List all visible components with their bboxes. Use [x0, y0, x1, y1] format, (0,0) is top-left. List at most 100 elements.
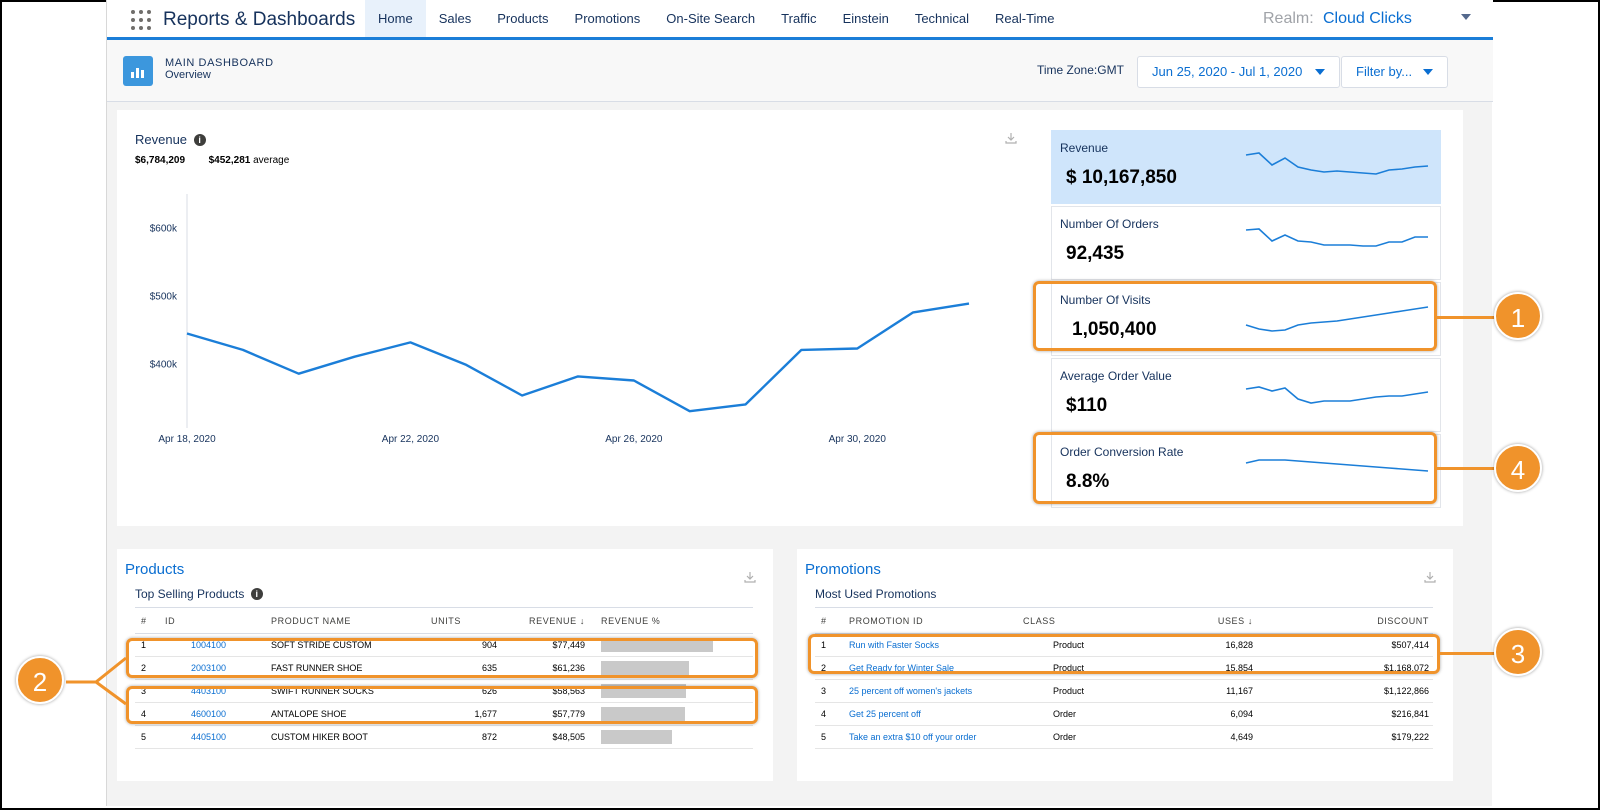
row-rank: 2: [135, 656, 165, 680]
kpi-label: Order Conversion Rate: [1060, 445, 1184, 459]
table-row[interactable]: 3 25 percent off women's jackets Product 11…: [815, 679, 1433, 703]
kpi-label: Revenue: [1060, 141, 1109, 155]
info-icon[interactable]: i: [193, 134, 206, 146]
revenue-pct-bar: [601, 638, 713, 652]
col-discount[interactable]: DISCOUNT: [1253, 607, 1433, 634]
table-row[interactable]: 4 4600100 ANTALOPE SHOE 1,677 $57,779: [135, 702, 753, 726]
col-id[interactable]: ID: [165, 607, 271, 634]
realm-selector[interactable]: Cloud Clicks: [1323, 10, 1412, 27]
kpi-card-orders[interactable]: Number Of Orders 92,435: [1051, 206, 1441, 280]
download-icon[interactable]: [744, 571, 756, 583]
promotions-title[interactable]: Promotions: [805, 561, 881, 578]
info-icon[interactable]: i: [250, 588, 263, 600]
promotion-id-link[interactable]: Get 25 percent off: [849, 702, 1023, 726]
product-id-link[interactable]: 4403100: [165, 679, 271, 703]
x-tick-label: Apr 22, 2020: [382, 434, 440, 445]
kpi-card-conversion-rate[interactable]: Order Conversion Rate 8.8%: [1051, 434, 1441, 508]
tab-home[interactable]: Home: [365, 0, 426, 37]
kpi-value: 92,435: [1066, 243, 1125, 264]
callout-leader-line: [1437, 467, 1495, 470]
col-rank[interactable]: #: [815, 607, 849, 634]
product-id-link[interactable]: 4405100: [165, 725, 271, 749]
kpi-value: 8.8%: [1066, 471, 1110, 492]
product-id-link[interactable]: 2003100: [165, 656, 271, 680]
promotion-class: Product: [1023, 633, 1153, 657]
row-rank: 1: [815, 633, 849, 657]
top-navigation: Reports & Dashboards Home Sales Products Pr…: [107, 0, 1493, 40]
kpi-card-revenue[interactable]: Revenue $ 10,167,850: [1051, 130, 1441, 204]
col-product-name[interactable]: PRODUCT NAME: [271, 607, 431, 634]
revenue-average-label: average: [253, 155, 290, 166]
callout-badge-3: 3: [1494, 628, 1542, 676]
products-table: # ID PRODUCT NAME UNITS REVENUE ↓ REVENU…: [135, 607, 753, 749]
table-row[interactable]: 2 Get Ready for Winter Sale Product 15,854 $…: [815, 656, 1433, 680]
callout-badge-2: 2: [16, 656, 64, 704]
tab-einstein[interactable]: Einstein: [842, 11, 889, 26]
product-revenue: $58,563: [501, 679, 595, 703]
promotion-id-link[interactable]: Run with Faster Socks: [849, 633, 1023, 657]
product-id-link[interactable]: 4600100: [165, 702, 271, 726]
kpi-card-visits[interactable]: Number Of Visits 1,050,400: [1051, 282, 1441, 356]
callout-leader-line: [1437, 316, 1495, 319]
col-promotion-id[interactable]: PROMOTION ID: [849, 607, 1023, 634]
revenue-title: Revenue i: [135, 132, 206, 147]
waffle-icon[interactable]: [131, 10, 151, 30]
download-icon[interactable]: [1424, 571, 1436, 583]
y-tick-label: $400k: [150, 360, 178, 371]
revenue-pct-cell: [595, 702, 753, 726]
date-range-button[interactable]: Jun 25, 2020 - Jul 1, 2020: [1137, 56, 1340, 88]
sparkline-series: [1245, 459, 1429, 472]
products-title[interactable]: Products: [125, 561, 185, 578]
table-row[interactable]: 4 Get 25 percent off Order 6,094 $216,841: [815, 702, 1433, 726]
product-name: SWIFT RUNNER SOCKS: [271, 679, 431, 703]
sparkline-series: [1245, 386, 1429, 404]
filter-button[interactable]: Filter by...: [1341, 56, 1448, 88]
tab-promotions[interactable]: Promotions: [574, 11, 641, 26]
promotion-id-link[interactable]: Take an extra $10 off your order: [849, 725, 1023, 749]
promotion-class: Product: [1023, 656, 1153, 680]
tab-sales[interactable]: Sales: [438, 11, 472, 26]
table-row[interactable]: 3 4403100 SWIFT RUNNER SOCKS 626 $58,563: [135, 679, 753, 703]
filter-label: Filter by...: [1356, 64, 1413, 79]
promotion-discount: $507,414: [1253, 633, 1433, 657]
promotion-uses: 16,828: [1153, 633, 1253, 657]
revenue-pct-bar: [601, 730, 672, 744]
col-rank[interactable]: #: [135, 607, 165, 634]
col-revenue[interactable]: REVENUE ↓: [501, 607, 595, 634]
sparkline-series: [1245, 152, 1429, 175]
col-units[interactable]: UNITS: [431, 607, 501, 634]
tab-on-site-search[interactable]: On-Site Search: [666, 11, 756, 26]
table-header-row: # ID PRODUCT NAME UNITS REVENUE ↓ REVENU…: [135, 607, 753, 634]
col-class[interactable]: CLASS: [1023, 607, 1153, 634]
callout-leader-line: [1440, 652, 1496, 655]
col-revenue-pct[interactable]: REVENUE %: [595, 607, 753, 634]
table-row[interactable]: 5 4405100 CUSTOM HIKER BOOT 872 $48,505: [135, 725, 753, 749]
tab-real-time[interactable]: Real-Time: [995, 11, 1055, 26]
products-subtitle: Top Selling Products i: [135, 587, 263, 601]
col-uses[interactable]: USES ↓: [1153, 607, 1253, 634]
callout-highlight-conversion: [1033, 432, 1437, 504]
tab-products[interactable]: Products: [497, 11, 549, 26]
table-row[interactable]: 2 2003100 FAST RUNNER SHOE 635 $61,236: [135, 656, 753, 680]
promotions-panel: Promotions Most Used Promotions # PROMOT…: [797, 549, 1453, 781]
tab-traffic[interactable]: Traffic: [781, 11, 817, 26]
download-icon[interactable]: [1005, 132, 1017, 144]
promotion-id-link[interactable]: Get Ready for Winter Sale: [849, 656, 1023, 680]
table-row[interactable]: 1 Run with Faster Socks Product 16,828 $507,…: [815, 633, 1433, 657]
promotion-id-link[interactable]: 25 percent off women's jackets: [849, 679, 1023, 703]
table-row[interactable]: 5 Take an extra $10 off your order Order 4,…: [815, 725, 1433, 749]
arrow-down-icon: ↓: [1247, 615, 1253, 626]
promotion-uses: 6,094: [1153, 702, 1253, 726]
x-tick-label: Apr 18, 2020: [158, 434, 216, 445]
y-tick-label: $500k: [150, 291, 178, 302]
kpi-value: $110: [1066, 395, 1108, 416]
kpi-card-avg-order-value[interactable]: Average Order Value $110: [1051, 358, 1441, 432]
revenue-series-line: [186, 302, 970, 413]
chevron-down-icon[interactable]: [1461, 14, 1471, 20]
col-uses-label: USES: [1217, 615, 1245, 626]
revenue-stats: $6,784,209 $452,281 average: [135, 155, 289, 166]
tab-technical[interactable]: Technical: [914, 11, 970, 26]
row-rank: 2: [815, 656, 849, 680]
product-revenue: $57,779: [501, 702, 595, 726]
revenue-total: $6,784,209: [135, 155, 186, 166]
